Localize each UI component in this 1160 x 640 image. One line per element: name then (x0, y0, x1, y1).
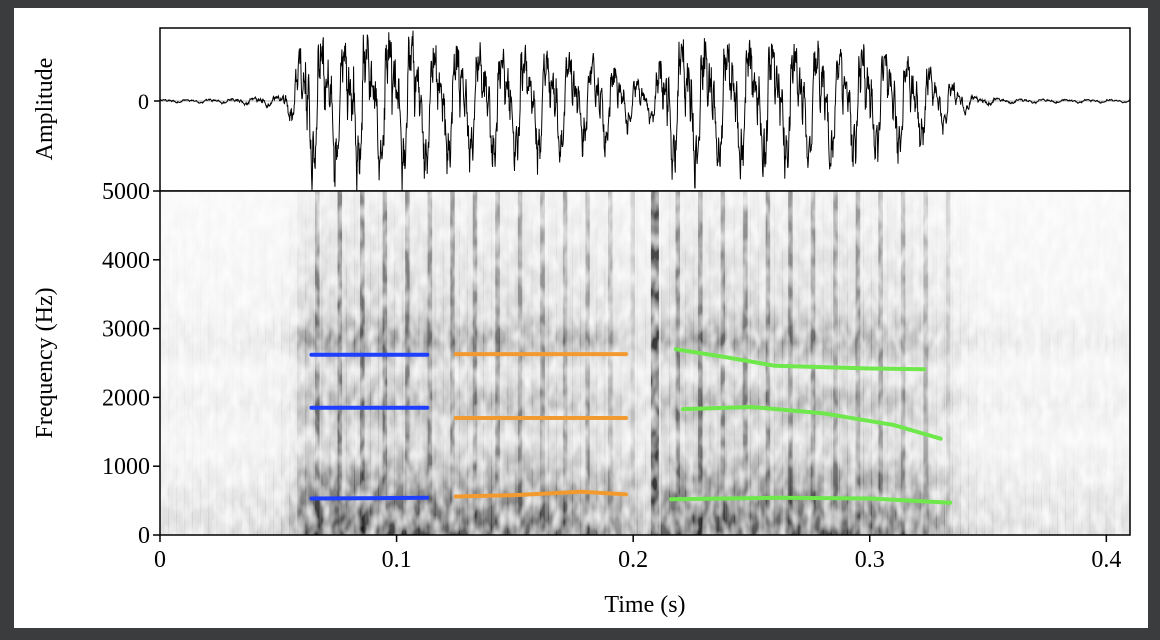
time-tick-label-4: 0.4 (1091, 547, 1121, 573)
time-tick-label-2: 0.2 (618, 547, 648, 573)
frequency-tick-label-5: 5000 (102, 179, 150, 205)
time-axis-label: Time (s) (604, 592, 685, 618)
spectrogram-panel: 0 1000 2000 3000 4000 5000 0 0.1 0.2 0.3 0.4 Freq… (32, 179, 1131, 618)
formant-track-7 (673, 347, 927, 372)
spectrogram-figure: 0 Amplitude 0 1000 2000 3000 4000 5000 0 0.1 0.… (32, 27, 1131, 618)
waveform-y-tick-label: 0 (138, 89, 149, 114)
time-tick-label-0: 0 (154, 547, 166, 573)
formant-track-3 (309, 495, 430, 501)
frequency-tick-label-4: 4000 (102, 248, 150, 274)
frequency-tick-label-2: 2000 (102, 385, 150, 411)
frequency-tick-label-1: 1000 (102, 454, 150, 480)
waveform-panel: 0 Amplitude (32, 27, 1131, 192)
formant-track-8 (680, 405, 943, 441)
waveform-y-axis-label: Amplitude (32, 58, 58, 161)
spectrogram-frame (159, 190, 1131, 536)
formant-track-9 (669, 495, 953, 505)
figure-panel: 0 Amplitude 0 1000 2000 3000 4000 5000 0 0.1 0.… (14, 8, 1148, 628)
time-tick-label-1: 0.1 (382, 547, 412, 573)
frequency-axis: 0 1000 2000 3000 4000 5000 (102, 179, 160, 549)
frequency-tick-label-0: 0 (138, 523, 150, 549)
formant-track-6 (453, 489, 629, 499)
waveform-frame (159, 27, 1131, 192)
formant-tracks (309, 347, 953, 505)
spectrogram-image (160, 191, 1130, 535)
time-tick-label-3: 0.3 (855, 547, 885, 573)
time-axis: 0 0.1 0.2 0.3 0.4 (154, 535, 1121, 573)
frequency-tick-label-3: 3000 (102, 317, 150, 343)
waveform-trace (160, 30, 1130, 191)
spectrogram-y-axis-label: Frequency (Hz) (32, 287, 58, 438)
